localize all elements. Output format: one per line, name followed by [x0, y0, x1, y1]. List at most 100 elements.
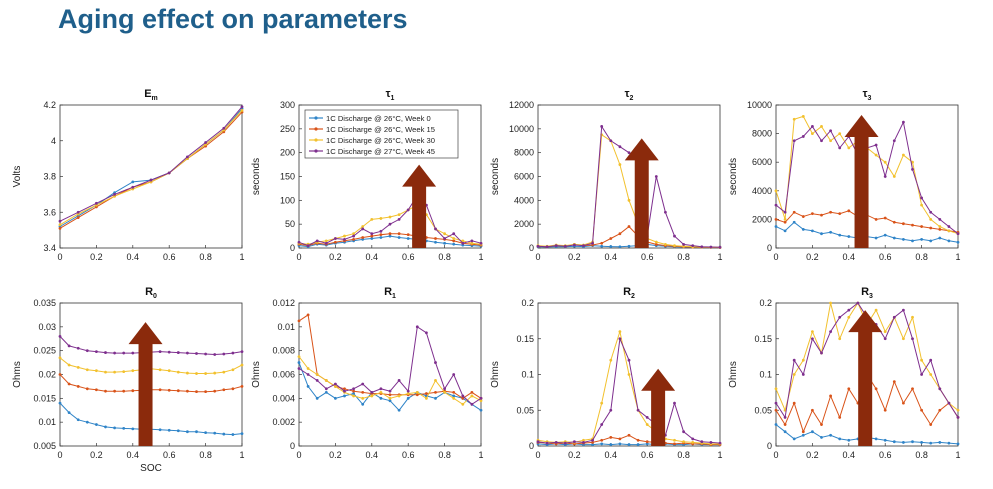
data-point — [352, 232, 355, 236]
data-point — [801, 358, 805, 362]
data-point — [158, 388, 162, 392]
data-point — [636, 443, 640, 446]
data-point — [315, 379, 319, 382]
data-point — [240, 385, 244, 388]
data-point — [883, 175, 887, 178]
data-point — [425, 392, 428, 395]
data-point — [811, 125, 814, 128]
x-tick-label: 0.2 — [568, 252, 581, 262]
x-tick-label: 0.4 — [605, 450, 618, 460]
data-point — [645, 423, 649, 426]
chart-6: 0 0.2 0.4 0.6 0.8 1 0 0.05 0.1 0.15 0.2 R2 Ohms — [490, 286, 723, 460]
data-point — [811, 408, 814, 412]
chart-title: R1 — [384, 286, 396, 300]
data-point — [929, 441, 933, 445]
data-point — [434, 390, 437, 394]
slide-title: Aging effect on parameters — [58, 4, 408, 34]
x-tick-label: 0.8 — [199, 450, 212, 460]
y-tick-label: 10000 — [747, 100, 772, 110]
data-point — [709, 441, 713, 444]
data-point — [627, 358, 631, 362]
legend-entry: 1C Discharge @ 27°C, Week 45 — [326, 147, 435, 156]
data-point — [213, 353, 217, 356]
data-point — [591, 441, 594, 444]
data-point — [176, 351, 180, 354]
data-point — [406, 208, 410, 212]
data-point — [104, 370, 107, 374]
x-tick-label: 0.4 — [366, 450, 379, 460]
data-point — [636, 408, 640, 412]
y-tick-label: 0 — [290, 243, 295, 253]
data-point — [609, 139, 613, 143]
chart-5: 0 0.2 0.4 0.6 0.8 1 0 0.002 0.004 0.006 0.008 0.01 0… — [251, 286, 484, 460]
x-tick-label: 0.8 — [677, 252, 690, 262]
y-axis-label: seconds — [728, 158, 739, 195]
data-point — [618, 163, 622, 166]
data-point — [334, 396, 337, 400]
x-tick-label: 1 — [478, 450, 483, 460]
data-point — [820, 125, 823, 128]
data-point — [104, 389, 107, 393]
data-point — [297, 367, 301, 370]
chart-title-sub: 2 — [631, 293, 635, 300]
data-point — [874, 387, 878, 391]
data-point — [892, 139, 896, 143]
data-point — [452, 232, 456, 236]
data-point — [545, 441, 549, 445]
x-tick-label: 0.4 — [127, 450, 140, 460]
data-point — [388, 389, 392, 393]
x-tick-label: 0.6 — [163, 252, 176, 262]
data-point — [811, 337, 814, 341]
data-point — [774, 218, 778, 221]
data-point — [591, 443, 594, 446]
data-point — [186, 389, 189, 393]
data-point — [222, 388, 226, 392]
y-tick-label: 0.05 — [516, 405, 534, 415]
y-tick-label: 0.05 — [754, 405, 772, 415]
y-tick-label: 6000 — [752, 157, 772, 167]
data-point — [627, 443, 631, 446]
chart-7: 0 0.2 0.4 0.6 0.8 1 0 0.05 0.1 0.15 0.2 R3 Ohms — [728, 286, 961, 460]
data-point — [452, 373, 456, 376]
y-tick-label: 300 — [280, 100, 295, 110]
data-point — [306, 385, 310, 388]
data-point — [85, 368, 89, 372]
data-point — [213, 371, 217, 375]
increase-arrow — [848, 310, 883, 446]
data-point — [95, 201, 98, 205]
data-point — [434, 227, 437, 231]
data-point — [479, 399, 483, 403]
data-point — [938, 225, 942, 228]
data-point — [222, 352, 226, 356]
data-point — [470, 239, 474, 243]
data-point — [415, 325, 419, 329]
data-point — [324, 387, 328, 391]
data-point — [536, 440, 540, 444]
y-tick-label: 3.6 — [43, 207, 56, 217]
data-point — [397, 232, 401, 236]
y-tick-label: 2000 — [752, 214, 772, 224]
data-point — [892, 315, 896, 319]
data-point — [801, 228, 805, 231]
y-tick-label: 0 — [529, 243, 534, 253]
chart-title-sub: 1 — [392, 293, 396, 300]
data-point — [820, 232, 823, 236]
data-point — [774, 225, 778, 228]
data-point — [204, 352, 208, 356]
data-point — [902, 238, 905, 241]
data-point — [131, 351, 135, 355]
data-point — [956, 240, 960, 244]
data-point — [334, 237, 337, 240]
data-point — [452, 242, 456, 246]
data-point — [158, 350, 162, 354]
x-tick-label: 0.2 — [329, 252, 342, 262]
y-tick-label: 250 — [280, 124, 295, 134]
x-tick-label: 0.6 — [402, 450, 415, 460]
data-point — [461, 396, 465, 400]
data-point — [240, 432, 244, 436]
data-point — [591, 241, 594, 245]
data-point — [636, 438, 640, 442]
y-tick-label: 0.15 — [516, 334, 534, 344]
data-point — [820, 213, 823, 217]
y-tick-label: 12000 — [509, 100, 534, 110]
